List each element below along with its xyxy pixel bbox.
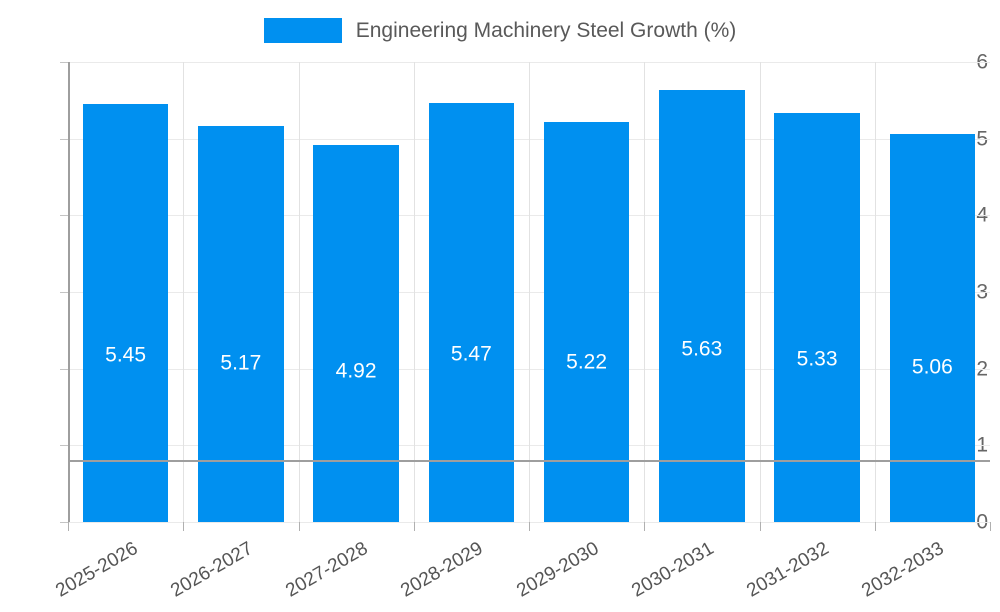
x-axis-tick-label: 2028-2029: [397, 538, 487, 602]
gridline-vertical: [299, 62, 300, 522]
legend-color-swatch-icon: [263, 17, 342, 43]
bar-value-label: 4.92: [335, 359, 377, 383]
gridline-vertical: [644, 62, 645, 522]
x-axis-tick-label: 2025-2026: [51, 538, 142, 602]
legend-item-label: Engineering Machinery Steel Growth (%): [355, 18, 737, 42]
plot-area: 5.45 5.17 4.92 5.47 5.22 5.63 5.33 5.06: [68, 62, 990, 523]
gridline-vertical: [183, 62, 184, 522]
plot-frame: [68, 62, 990, 522]
bar-value-label: 5.22: [566, 350, 608, 374]
y-axis-tick-mark: [60, 215, 68, 217]
x-axis-tick-label: 2029-2030: [512, 538, 603, 602]
bar-value-label: 5.47: [450, 342, 492, 366]
x-axis-tick-mark: [299, 522, 300, 531]
legend-item-engineering-machinery-steel-growth[interactable]: Engineering Machinery Steel Growth (%): [263, 17, 737, 43]
gridline-vertical: [529, 62, 530, 522]
bar[interactable]: [428, 102, 514, 522]
bar[interactable]: [82, 104, 169, 522]
y-axis-tick-mark: [60, 292, 68, 293]
bar-value-label: 5.33: [796, 347, 838, 371]
x-axis-tick-label: 2032-2033: [858, 538, 948, 602]
x-axis-tick-mark: [183, 522, 184, 531]
x-axis-baseline: [68, 460, 990, 462]
bar[interactable]: [543, 121, 630, 522]
y-axis-tick-mark: [60, 445, 68, 447]
bar-value-label: 5.63: [681, 337, 723, 361]
x-axis-tick-label: 2026-2027: [167, 538, 257, 602]
bar[interactable]: [889, 134, 975, 522]
x-axis-tick-mark: [875, 522, 876, 531]
gridline-vertical: [414, 62, 415, 522]
bar[interactable]: [774, 113, 860, 522]
x-axis-tick-mark: [644, 522, 645, 531]
x-axis-tick-mark: [414, 522, 415, 531]
y-axis-tick-mark: [60, 62, 68, 63]
bar[interactable]: [659, 90, 745, 522]
y-axis-tick-mark: [60, 138, 68, 140]
x-axis-tick-mark: [760, 522, 761, 531]
y-axis-tick-mark: [60, 522, 68, 523]
x-axis-tick-label: 2030-2031: [628, 538, 718, 602]
bar-value-label: 5.45: [105, 343, 147, 367]
bar[interactable]: [313, 144, 399, 522]
chart-legend: Engineering Machinery Steel Growth (%): [0, 12, 1000, 48]
y-axis-tick-mark: [60, 368, 68, 370]
gridline-vertical: [875, 62, 876, 522]
x-axis-tick-mark: [529, 522, 530, 531]
x-axis-tick-label: 2027-2028: [282, 538, 372, 602]
bar-value-label: 5.06: [911, 355, 953, 379]
x-axis-tick-mark: [990, 522, 991, 531]
gridline-vertical: [760, 62, 761, 522]
x-axis-tick-label: 2031-2032: [743, 538, 833, 602]
bar-value-label: 5.17: [220, 351, 262, 375]
x-axis-tick-mark: [68, 522, 69, 531]
bar[interactable]: [198, 125, 284, 522]
